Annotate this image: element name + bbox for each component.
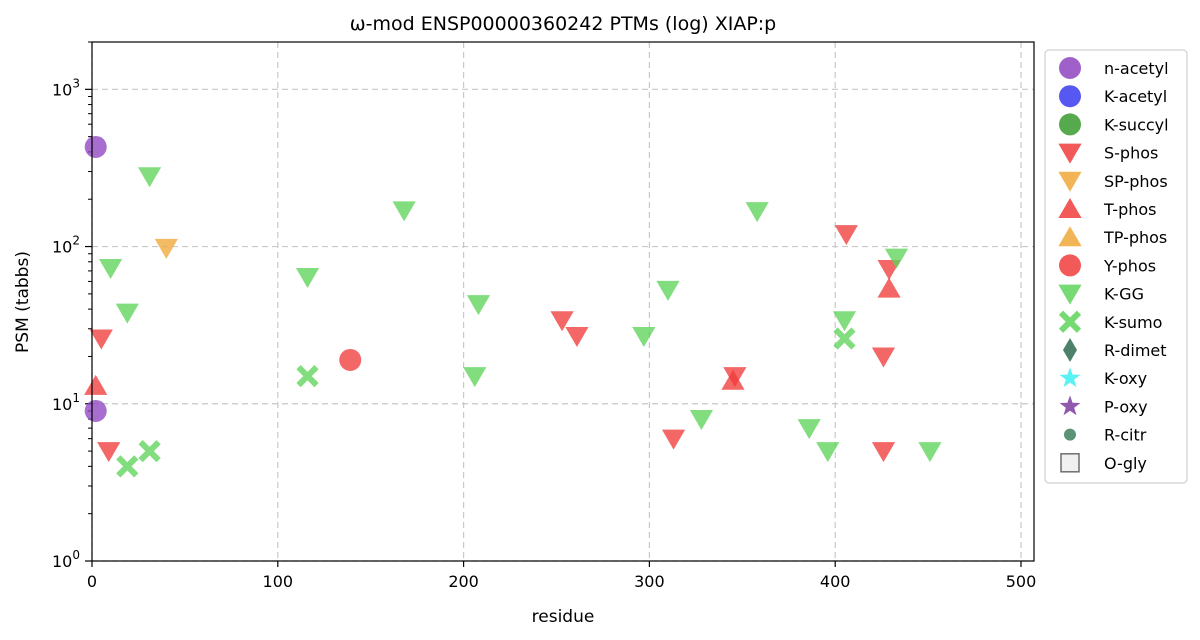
legend-box <box>1044 49 1188 484</box>
data-point-K-GG <box>295 268 320 289</box>
y-tick-base: 10 <box>52 395 72 414</box>
legend-marker <box>1059 367 1081 388</box>
chart-title: ω-mod ENSP00000360242 PTMs (log) XIAP:p <box>350 13 777 35</box>
data-point-K-GG <box>689 410 714 431</box>
data-point-K-GG <box>797 419 821 440</box>
legend-marker <box>1058 226 1082 247</box>
data-point-T-phos <box>721 369 745 390</box>
x-axis-label: residue <box>532 607 595 627</box>
y-tick-base: 10 <box>52 552 72 571</box>
legend-marker <box>1058 198 1082 218</box>
legend-label: K-acetyl <box>1104 87 1167 106</box>
legend-marker <box>1059 85 1081 108</box>
legend-label: P-oxy <box>1104 397 1148 416</box>
legend: n-acetyl K-acetyl K-succyl S-phos SP-phos T-p… <box>1044 49 1188 484</box>
legend-marker <box>1058 310 1082 333</box>
data-point-K-GG <box>115 303 139 324</box>
legend-label: K-succyl <box>1104 115 1169 134</box>
data-point-K-GG <box>745 202 769 223</box>
y-tick-exponent: 3 <box>72 76 80 90</box>
y-tick-label: 102 <box>52 234 80 257</box>
data-point-K-sumo <box>833 327 856 350</box>
data-point-S-phos <box>661 429 686 450</box>
data-point-S-phos <box>834 225 858 246</box>
y-tick-base: 10 <box>52 80 72 99</box>
data-point-S-phos <box>89 329 113 350</box>
legend-marker <box>1064 428 1076 441</box>
legend-label: n-acetyl <box>1104 59 1169 78</box>
data-point-K-GG <box>832 311 857 332</box>
x-tick-label: 0 <box>87 572 97 591</box>
data-point-n-acetyl <box>84 399 107 422</box>
data-point-S-phos <box>550 311 574 332</box>
data-point-K-GG <box>918 442 942 463</box>
y-tick-label: 103 <box>52 76 80 99</box>
data-point-S-phos <box>871 347 896 368</box>
data-point-K-GG <box>884 248 909 269</box>
data-point-T-phos <box>84 374 108 395</box>
y-tick-exponent: 1 <box>72 391 80 405</box>
legend-marker <box>1060 453 1080 473</box>
data-points <box>84 135 942 478</box>
legend-label: R-dimet <box>1104 341 1167 360</box>
data-point-S-phos <box>565 326 589 347</box>
legend-label: O-gly <box>1104 454 1147 473</box>
legend-label: TP-phos <box>1103 228 1167 247</box>
legend-label: Y-phos <box>1103 256 1156 275</box>
legend-label: S-phos <box>1104 144 1158 163</box>
data-point-K-GG <box>816 442 840 463</box>
data-point-K-GG <box>656 280 680 301</box>
legend-label: R-citr <box>1104 426 1147 445</box>
data-point-K-GG <box>392 201 416 222</box>
y-tick-label: 100 <box>52 548 80 571</box>
legend-label: K-oxy <box>1104 369 1147 388</box>
legend-label: SP-phos <box>1104 172 1168 191</box>
y-tick-exponent: 2 <box>72 234 80 248</box>
data-point-K-sumo <box>296 364 319 388</box>
y-tick-exponent: 0 <box>72 548 80 562</box>
data-point-Y-phos <box>339 348 362 371</box>
data-point-K-GG <box>463 367 487 388</box>
data-point-n-acetyl <box>84 135 107 158</box>
legend-marker <box>1059 57 1081 79</box>
data-point-T-phos <box>877 277 901 298</box>
legend-marker <box>1063 338 1077 362</box>
x-tick-label: 200 <box>448 572 479 591</box>
data-point-K-sumo <box>138 439 161 463</box>
legend-marker <box>1059 113 1081 136</box>
data-point-K-GG <box>98 259 123 280</box>
legend-marker <box>1058 171 1082 192</box>
y-axis-label: PSM (tabbs) <box>13 251 33 353</box>
legend-label: K-GG <box>1104 285 1144 304</box>
data-point-SP-phos <box>154 238 178 259</box>
legend-marker <box>1059 395 1081 416</box>
data-point-K-GG <box>137 167 162 188</box>
x-tick-label: 400 <box>820 572 851 591</box>
legend-label: T-phos <box>1103 200 1157 219</box>
data-point-S-phos <box>97 442 121 463</box>
data-point-K-GG <box>632 326 656 347</box>
data-point-K-GG <box>466 295 491 316</box>
data-point-K-sumo <box>116 455 139 478</box>
y-tick-label: 101 <box>52 391 80 414</box>
legend-marker <box>1058 143 1082 164</box>
x-tick-label: 500 <box>1006 572 1037 591</box>
plot-frame <box>91 41 1035 562</box>
grid-lines <box>91 42 1034 562</box>
x-tick-label: 100 <box>263 572 294 591</box>
y-tick-base: 10 <box>52 238 72 257</box>
data-point-S-phos <box>871 442 896 463</box>
legend-label: K-sumo <box>1104 313 1162 332</box>
legend-marker <box>1059 254 1081 277</box>
x-tick-label: 300 <box>634 572 665 591</box>
legend-marker <box>1058 284 1082 305</box>
